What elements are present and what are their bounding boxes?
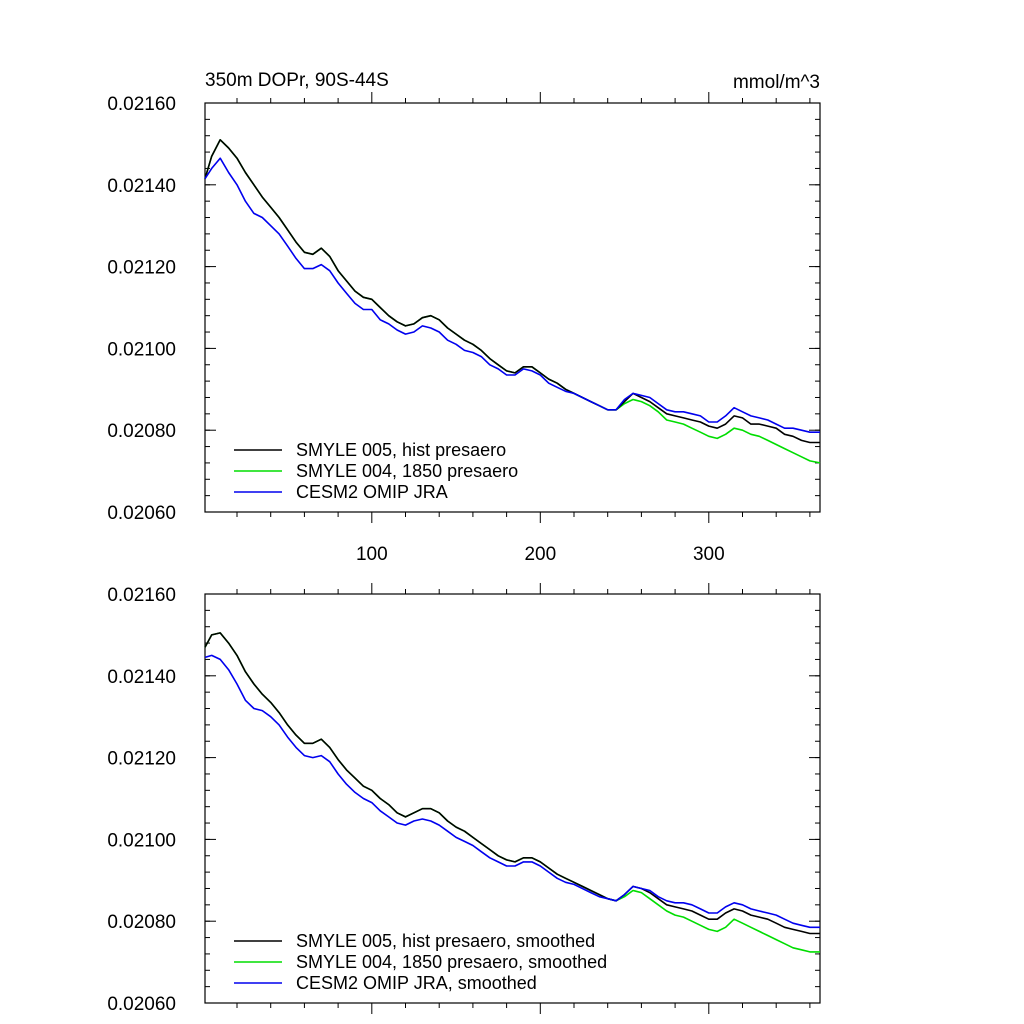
legend-label: SMYLE 004, 1850 presaero, smoothed [296,952,607,972]
y-tick-label: 0.02160 [107,94,176,115]
y-tick-label: 0.02080 [107,421,176,442]
legend-label: SMYLE 005, hist presaero, smoothed [296,931,595,951]
series-line [204,139,820,444]
x-tick-label: 200 [524,544,556,565]
series-line [204,157,820,434]
y-tick-label: 0.02060 [107,994,176,1015]
x-tick-label: 100 [356,544,388,565]
units-label: mmol/m^3 [733,72,820,93]
legend-label: CESM2 OMIP JRA, smoothed [296,973,537,993]
x-tick-label: 300 [693,544,725,565]
legend-label: CESM2 OMIP JRA [296,482,448,502]
y-tick-label: 0.02100 [107,339,176,360]
plot-frame [204,593,821,1004]
legend-label: SMYLE 004, 1850 presaero [296,461,518,481]
chart-title: 350m DOPr, 90S-44S [205,70,389,91]
series-line [204,632,820,953]
y-tick-label: 0.02120 [107,749,176,770]
bottom-panel: 0.02060 0.02080 0.02100 0.02120 0.02140 0.021… [107,583,821,1015]
series-line [204,654,820,929]
y-tick-label: 0.02140 [107,176,176,197]
legend-label: SMYLE 005, hist presaero [296,440,506,460]
y-tick-label: 0.02160 [107,585,176,606]
y-tick-label: 0.02080 [107,912,176,933]
y-tick-label: 0.02120 [107,258,176,279]
y-tick-label: 0.02100 [107,830,176,851]
series-line [204,632,820,935]
top-panel: 0.02060 0.02080 0.02100 0.02120 0.02140 0.021… [107,70,821,565]
y-tick-label: 0.02060 [107,503,176,524]
y-tick-label: 0.02140 [107,667,176,688]
plot-frame [204,102,821,513]
